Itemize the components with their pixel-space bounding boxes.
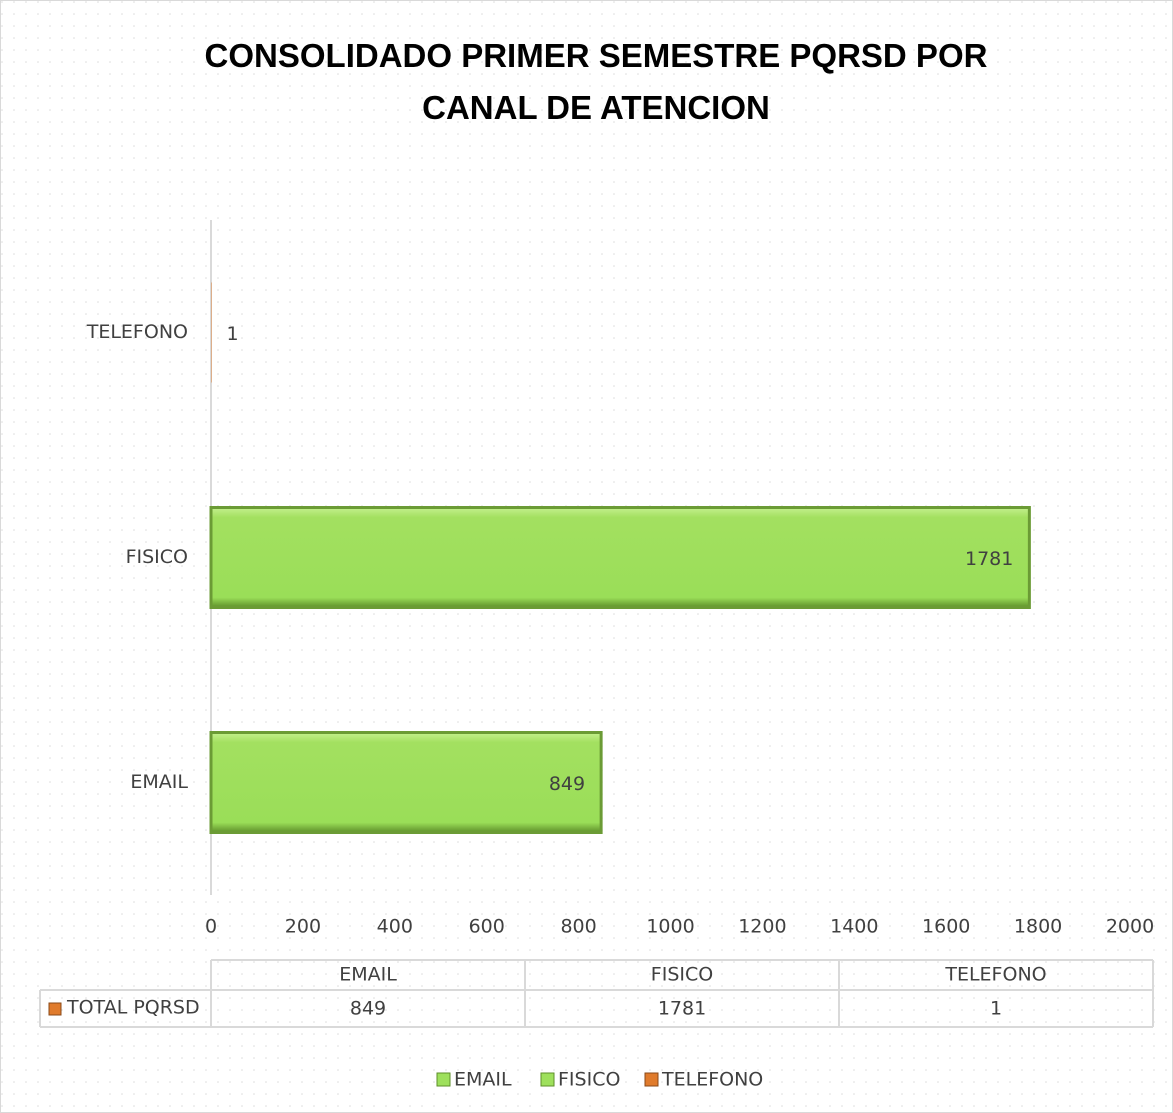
table-row-label: TOTAL PQRSD xyxy=(66,997,200,1019)
x-tick-label: 600 xyxy=(469,916,505,938)
legend-label: TELEFONO xyxy=(661,1069,763,1091)
y-tick-label: FISICO xyxy=(126,546,188,568)
legend-marker xyxy=(436,1072,451,1087)
x-tick-label: 1400 xyxy=(830,916,878,938)
table-header: TELEFONO xyxy=(944,964,1046,986)
data-label: 1 xyxy=(226,323,238,345)
legend-marker xyxy=(644,1072,659,1087)
data-label: 1781 xyxy=(965,548,1013,570)
chart-title: CONSOLIDADO PRIMER SEMESTRE PQRSD POR CA… xyxy=(204,37,988,126)
legend-marker xyxy=(48,1002,62,1016)
x-tick-label: 1200 xyxy=(738,916,786,938)
table-cell: 1 xyxy=(990,998,1002,1020)
x-tick-label: 1800 xyxy=(1014,916,1062,938)
legend-marker xyxy=(540,1072,555,1087)
y-tick-label: TELEFONO xyxy=(86,321,188,343)
x-tick-label: 400 xyxy=(377,916,413,938)
bar xyxy=(209,731,603,834)
table-cell: 849 xyxy=(350,998,386,1020)
x-tick-label: 2000 xyxy=(1106,916,1154,938)
table-cell: 1781 xyxy=(658,998,706,1020)
x-tick-label: 1000 xyxy=(646,916,694,938)
y-tick-label: EMAIL xyxy=(130,771,188,793)
table-header: EMAIL xyxy=(339,964,397,986)
x-tick-label: 0 xyxy=(205,916,217,938)
legend-label: EMAIL xyxy=(454,1069,512,1091)
x-tick-label: 800 xyxy=(560,916,596,938)
x-tick-label: 1600 xyxy=(922,916,970,938)
data-label: 849 xyxy=(549,773,585,795)
x-tick-label: 200 xyxy=(285,916,321,938)
bar xyxy=(209,506,1031,609)
table-header: FISICO xyxy=(651,964,713,986)
legend-label: FISICO xyxy=(558,1069,620,1091)
